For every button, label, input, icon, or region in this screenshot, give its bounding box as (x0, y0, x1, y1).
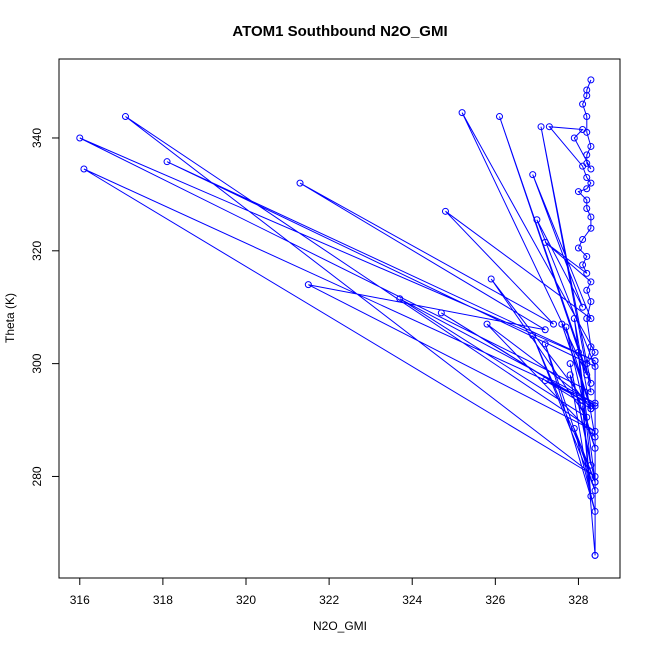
data-point (304, 281, 312, 289)
data-point (441, 207, 449, 215)
data-point (583, 360, 591, 368)
data-point (579, 100, 587, 108)
data-point (587, 461, 595, 469)
data-point (296, 179, 304, 187)
data-point (591, 357, 599, 365)
data-point (591, 478, 599, 486)
x-tick-label: 320 (236, 593, 256, 607)
data-point (537, 123, 545, 131)
data-point (76, 134, 84, 142)
data-point (583, 269, 591, 277)
data-point (579, 126, 587, 134)
data-point (587, 343, 595, 351)
data-point (591, 444, 599, 452)
series-layer (76, 76, 599, 559)
x-tick-label: 326 (485, 593, 505, 607)
data-point (591, 487, 599, 495)
data-point (583, 315, 591, 322)
data-point (550, 320, 558, 328)
data-point (583, 113, 591, 121)
chart-title: ATOM1 Southbound N2O_GMI (232, 23, 447, 40)
data-point (562, 323, 570, 331)
data-point (587, 315, 595, 322)
data-point (487, 275, 495, 283)
x-tick-label: 316 (70, 593, 90, 607)
data-point (566, 371, 574, 379)
data-point (574, 188, 582, 196)
data-point (587, 492, 595, 500)
data-point (163, 158, 171, 166)
data-point (579, 236, 587, 244)
data-point (570, 425, 578, 433)
data-point (458, 109, 466, 117)
data-point (541, 340, 549, 348)
data-point (541, 326, 549, 334)
data-point (566, 360, 574, 368)
y-tick-label: 280 (30, 466, 44, 486)
data-point (541, 377, 549, 385)
data-point (574, 348, 582, 356)
data-point (587, 298, 595, 306)
data-point (583, 252, 591, 260)
data-point (579, 402, 587, 410)
data-point (583, 286, 591, 294)
data-point (574, 244, 582, 252)
data-point (529, 331, 537, 339)
data-point (587, 388, 595, 396)
x-axis: 316 318 320 322 324 326 328 (70, 577, 589, 607)
data-point (587, 402, 595, 410)
data-point (583, 204, 591, 212)
x-tick-label: 328 (568, 593, 588, 607)
data-point (579, 303, 587, 311)
data-point (587, 76, 595, 84)
data-point (570, 134, 578, 142)
data-point (591, 551, 599, 559)
data-point (121, 113, 129, 121)
data-point (533, 216, 541, 224)
data-point (587, 165, 595, 173)
data-point (483, 320, 491, 328)
data-point (541, 238, 549, 246)
data-point (587, 224, 595, 232)
data-point (587, 278, 595, 286)
data-point (591, 348, 599, 356)
data-point (583, 371, 591, 379)
data-point (579, 162, 587, 170)
data-point (591, 507, 599, 515)
x-axis-label: N2O_GMI (313, 619, 367, 633)
y-tick-label: 320 (30, 240, 44, 260)
data-point (437, 309, 445, 317)
series-line (79, 79, 597, 556)
data-point (583, 196, 591, 204)
plot-frame (58, 58, 621, 579)
y-tick-label: 340 (30, 128, 44, 148)
data-point (579, 261, 587, 269)
data-point (587, 179, 595, 187)
data-point (396, 295, 404, 303)
data-point (587, 379, 595, 387)
data-point (80, 165, 88, 173)
data-point (529, 171, 537, 179)
data-point (587, 213, 595, 221)
data-point (583, 173, 591, 181)
y-tick-label: 300 (30, 353, 44, 373)
data-point (570, 315, 578, 322)
data-point (583, 92, 591, 100)
x-tick-label: 324 (402, 593, 422, 607)
y-axis-label: Theta (K) (3, 293, 17, 343)
data-point (545, 123, 553, 131)
data-point (583, 185, 591, 193)
data-point (495, 113, 503, 121)
y-axis: 280 300 320 340 (30, 128, 60, 486)
data-point (583, 413, 591, 421)
x-tick-label: 318 (153, 593, 173, 607)
data-point (583, 151, 591, 159)
data-point (591, 433, 599, 441)
x-tick-label: 322 (319, 593, 339, 607)
data-point (591, 402, 599, 410)
data-point (587, 142, 595, 150)
